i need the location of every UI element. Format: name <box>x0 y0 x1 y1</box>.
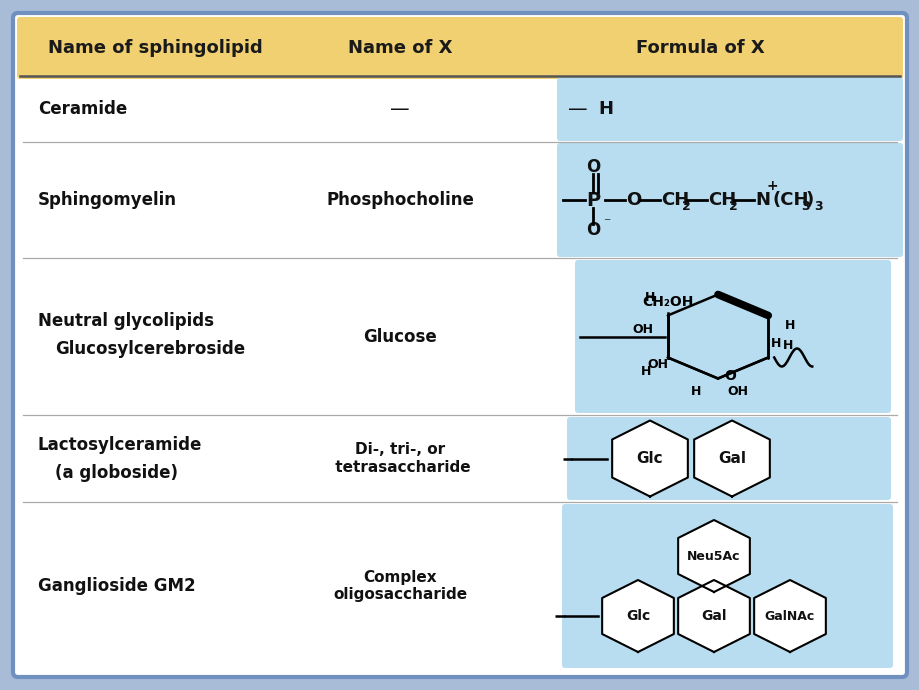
Text: 2: 2 <box>681 199 690 213</box>
Text: H: H <box>784 319 795 332</box>
Text: (a globoside): (a globoside) <box>55 464 177 482</box>
Text: Neu5Ac: Neu5Ac <box>686 549 740 562</box>
Text: H: H <box>690 385 700 398</box>
Text: CH₂OH: CH₂OH <box>641 295 693 308</box>
Text: 3: 3 <box>813 199 822 213</box>
Text: O: O <box>585 158 599 176</box>
Text: N: N <box>754 191 769 209</box>
Text: Glc: Glc <box>625 609 650 623</box>
Text: Gal: Gal <box>700 609 726 623</box>
Text: ): ) <box>805 191 813 209</box>
Text: Neutral glycolipids: Neutral glycolipids <box>38 311 214 330</box>
Text: Phosphocholine: Phosphocholine <box>325 191 473 209</box>
Polygon shape <box>754 580 825 652</box>
Text: Ceramide: Ceramide <box>38 100 127 118</box>
Text: +: + <box>766 179 777 193</box>
FancyBboxPatch shape <box>556 77 902 141</box>
FancyBboxPatch shape <box>574 260 890 413</box>
Text: H: H <box>770 337 780 350</box>
Text: OH: OH <box>647 358 668 371</box>
Text: Ganglioside GM2: Ganglioside GM2 <box>38 577 196 595</box>
Text: —: — <box>567 99 587 119</box>
Polygon shape <box>611 420 687 497</box>
Text: O: O <box>625 191 641 209</box>
Text: Di-, tri-, or
 tetrasaccharide: Di-, tri-, or tetrasaccharide <box>329 442 470 475</box>
Text: Glucose: Glucose <box>363 328 437 346</box>
Text: H: H <box>782 339 792 352</box>
Text: CH: CH <box>660 191 688 209</box>
Text: OH: OH <box>727 385 748 398</box>
Text: H: H <box>640 365 651 378</box>
FancyBboxPatch shape <box>562 504 892 668</box>
FancyBboxPatch shape <box>17 17 902 79</box>
Polygon shape <box>602 580 673 652</box>
Text: H: H <box>597 100 612 118</box>
Text: Name of sphingolipid: Name of sphingolipid <box>48 39 262 57</box>
Text: OH: OH <box>631 323 652 336</box>
Text: P: P <box>585 190 599 210</box>
Text: CH: CH <box>708 191 735 209</box>
Text: ⁻: ⁻ <box>602 216 609 230</box>
Text: Gal: Gal <box>717 451 745 466</box>
Text: 2: 2 <box>728 199 737 213</box>
Polygon shape <box>677 520 749 592</box>
FancyBboxPatch shape <box>13 13 906 677</box>
Text: Name of X: Name of X <box>347 39 452 57</box>
Text: Formula of X: Formula of X <box>635 39 764 57</box>
Text: —: — <box>390 99 409 119</box>
Text: O: O <box>723 368 735 382</box>
Text: O: O <box>585 221 599 239</box>
FancyBboxPatch shape <box>556 143 902 257</box>
Text: Lactosylceramide: Lactosylceramide <box>38 435 202 453</box>
Text: (CH: (CH <box>772 191 809 209</box>
Polygon shape <box>694 420 769 497</box>
Text: Glc: Glc <box>636 451 663 466</box>
Text: Glucosylcerebroside: Glucosylcerebroside <box>55 339 244 357</box>
Polygon shape <box>677 580 749 652</box>
Text: Complex
oligosaccharide: Complex oligosaccharide <box>333 570 467 602</box>
Text: Sphingomyelin: Sphingomyelin <box>38 191 176 209</box>
Text: 3: 3 <box>800 199 809 213</box>
Text: H: H <box>644 291 654 304</box>
Text: GalNAc: GalNAc <box>764 609 814 622</box>
FancyBboxPatch shape <box>566 417 890 500</box>
